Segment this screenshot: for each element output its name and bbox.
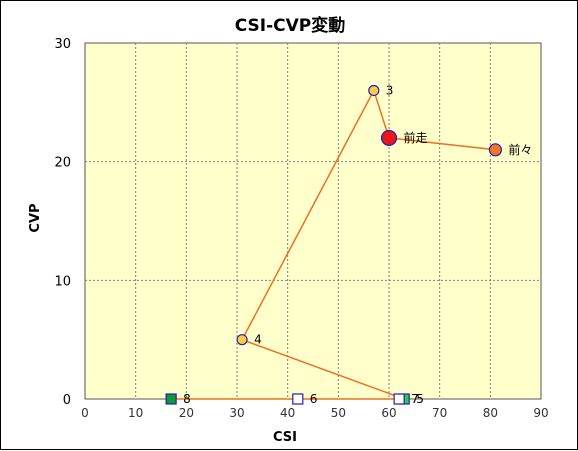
point-label: 前々 [508, 142, 532, 157]
data-point-前走 [380, 129, 398, 147]
x-tick-label: 50 [331, 406, 346, 420]
data-point-7 [393, 393, 405, 405]
x-tick-label: 90 [533, 406, 548, 420]
point-label: 前走 [404, 130, 428, 145]
x-tick-label: 80 [483, 406, 498, 420]
x-axis-ticks: 0 10 20 30 40 50 60 70 80 90 [81, 406, 548, 420]
x-tick-label: 60 [381, 406, 396, 420]
point-labels-group: 前々 前走 3 4 5 6 7 8 [183, 83, 532, 406]
data-point-8 [165, 393, 177, 405]
x-tick-label: 10 [128, 406, 143, 420]
grid-lines [85, 43, 541, 399]
series-group [165, 84, 502, 405]
y-tick-label: 10 [54, 274, 71, 289]
point-label: 3 [386, 83, 394, 97]
x-tick-label: 20 [179, 406, 194, 420]
series-line [171, 88, 496, 400]
y-tick-label: 30 [54, 37, 71, 52]
x-tick-label: 0 [81, 406, 89, 420]
point-label: 4 [254, 333, 262, 347]
y-tick-label: 20 [54, 156, 71, 171]
point-label: 5 [416, 392, 424, 406]
point-label: 8 [183, 392, 191, 406]
y-tick-label: 0 [63, 393, 71, 408]
chart-title: CSI-CVP変動 [235, 15, 346, 36]
point-label: 7 [411, 392, 419, 406]
y-axis-label: CVP [28, 203, 43, 232]
data-point-4 [236, 334, 248, 346]
data-point-3 [368, 84, 380, 97]
data-point-前々 [488, 143, 502, 157]
y-axis-ticks: 0 10 20 30 [54, 37, 71, 408]
plot-area [84, 42, 542, 400]
x-tick-label: 40 [280, 406, 295, 420]
point-label: 6 [310, 392, 318, 406]
data-point-6 [292, 393, 304, 405]
x-tick-label: 70 [432, 406, 447, 420]
x-axis-label: CSI [273, 430, 297, 445]
x-tick-label: 30 [229, 406, 244, 420]
